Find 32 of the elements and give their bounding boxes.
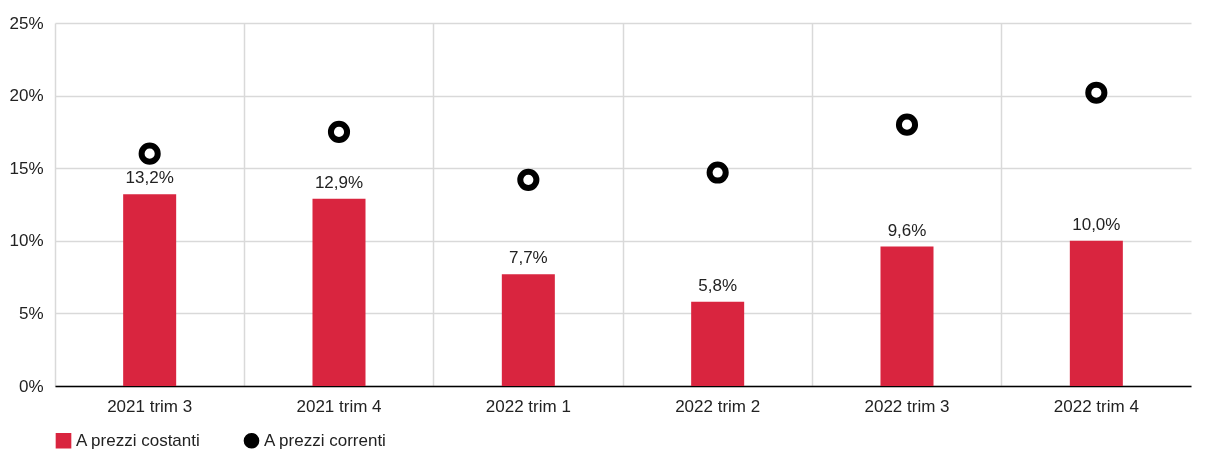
- bar: [691, 301, 745, 386]
- bar: [1069, 240, 1123, 386]
- data-label: 13,2%: [125, 168, 174, 188]
- bar: [123, 194, 177, 386]
- point: [706, 161, 729, 184]
- legend-label: A prezzi costanti: [76, 430, 200, 450]
- data-label: 5,8%: [698, 275, 738, 295]
- x-tick-label: 2021 trim 4: [296, 396, 382, 416]
- bar: [880, 246, 934, 386]
- point: [517, 168, 540, 191]
- data-label: 10,0%: [1072, 214, 1121, 234]
- point: [327, 120, 351, 143]
- y-tick-label: 25%: [9, 13, 44, 33]
- data-label: 9,6%: [887, 220, 927, 240]
- x-tick-label: 2022 trim 3: [864, 396, 950, 416]
- point: [1085, 81, 1108, 104]
- x-tick-label: 2022 trim 2: [675, 396, 761, 416]
- y-tick-label: 20%: [9, 86, 44, 106]
- y-tick-label: 0%: [18, 376, 44, 396]
- point: [895, 113, 919, 136]
- data-label: 12,9%: [314, 172, 364, 192]
- y-tick-label: 15%: [9, 158, 44, 178]
- legend-label: A prezzi correnti: [264, 430, 386, 450]
- x-tick-label: 2022 trim 4: [1053, 396, 1139, 416]
- bar: [312, 198, 366, 386]
- point: [138, 142, 161, 165]
- bar: [501, 274, 555, 386]
- x-tick-label: 2021 trim 3: [107, 396, 193, 416]
- y-tick-label: 5%: [18, 303, 44, 323]
- x-tick-label: 2022 trim 1: [485, 396, 571, 416]
- y-tick-label: 10%: [9, 231, 44, 251]
- data-label: 7,7%: [508, 248, 548, 268]
